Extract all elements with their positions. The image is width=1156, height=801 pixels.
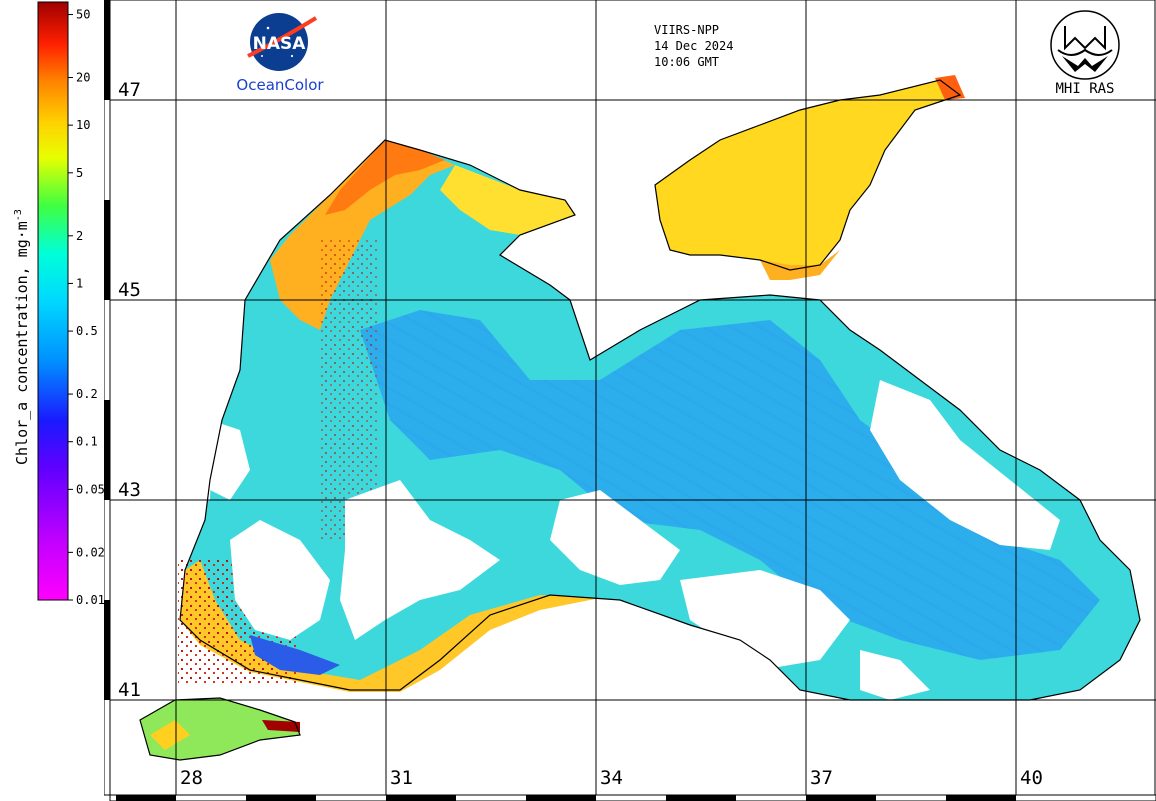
- lon-label-34: 34: [600, 767, 623, 789]
- lat-label-45: 45: [118, 279, 141, 301]
- colorbar-tick-label: 0.5: [76, 324, 98, 338]
- colorbar-tick-label: 0.1: [76, 435, 98, 449]
- colorbar-gradient: [37, 1, 69, 601]
- graticule: [109, 0, 1156, 796]
- colorbar-tick-label: 0.02: [76, 545, 105, 559]
- acquisition-info: VIIRS-NPP 14 Dec 2024 10:06 GMT: [654, 23, 733, 69]
- colorbar-tick-label: 0.05: [76, 482, 105, 496]
- longitude-scale-bar: [109, 794, 1156, 801]
- colorbar-tick-label: 1: [76, 276, 83, 290]
- cloud-gaps: [185, 380, 1060, 700]
- acquisition-date: 14 Dec 2024: [654, 39, 733, 53]
- lon-label-37: 37: [810, 767, 833, 789]
- colorbar-tick-label: 20: [76, 71, 90, 85]
- colorbar-tick-label: 50: [76, 8, 90, 22]
- chlorophyll-map: 47 45 43 41 28 31 34 37 40 VIIRS-NPP 14 …: [104, 0, 1156, 801]
- latitude-scale-bar: [104, 0, 111, 796]
- colorbar-tick-label: 5: [76, 166, 83, 180]
- colorbar-tick-label: 10: [76, 118, 90, 132]
- colorbar-tick-label: 0.01: [76, 593, 105, 606]
- nw-shelf-high-chl: [270, 140, 455, 330]
- colorbar-tick-label: 0.2: [76, 387, 98, 401]
- sensor-name: VIIRS-NPP: [654, 23, 719, 37]
- longitude-labels: 28 31 34 37 40: [180, 767, 1043, 789]
- lat-label-47: 47: [118, 79, 141, 101]
- colorbar-tick-label: 2: [76, 229, 83, 243]
- lon-label-28: 28: [180, 767, 203, 789]
- colorbar-title: Chlor_a concentration, mg·m-3: [13, 209, 31, 465]
- lat-label-43: 43: [118, 479, 141, 501]
- sea-of-azov: [655, 80, 960, 270]
- nasa-wordmark: NASA: [253, 34, 307, 54]
- mhi-ras-wordmark: MHI RAS: [1055, 81, 1114, 97]
- oceancolor-wordmark: OceanColor: [236, 76, 324, 94]
- colorbar-legend: Chlor_a concentration, mg·m-3 50 20 10 5 2 1 0…: [13, 1, 105, 606]
- latitude-labels: 47 45 43 41: [118, 79, 141, 701]
- lat-label-41: 41: [118, 679, 141, 701]
- coastline: [179, 139, 1141, 701]
- sea-of-marmara: [140, 698, 300, 760]
- mhi-ras-logo: MHI RAS: [1050, 10, 1120, 97]
- acquisition-time: 10:06 GMT: [654, 55, 719, 69]
- lon-label-40: 40: [1020, 767, 1043, 789]
- nasa-logo: NASA OceanColor: [236, 13, 324, 94]
- western-coast-band: [180, 560, 600, 692]
- lon-label-31: 31: [390, 767, 413, 789]
